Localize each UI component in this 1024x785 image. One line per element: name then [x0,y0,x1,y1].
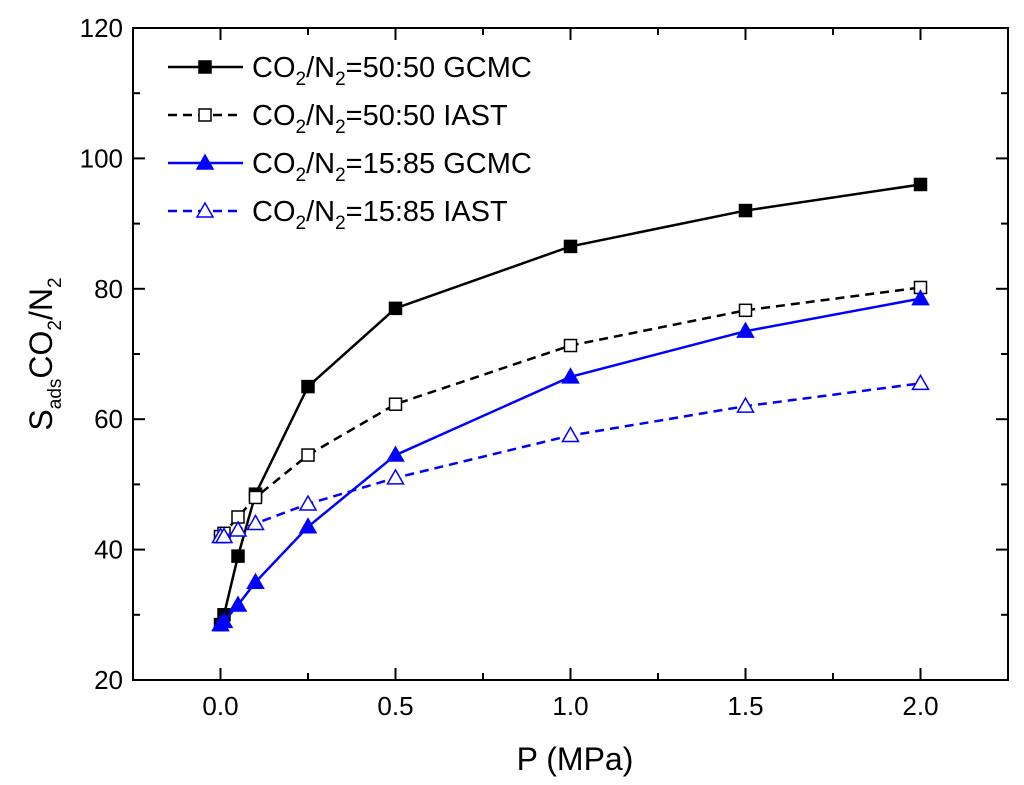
legend-label-part: CO [252,196,296,228]
y-tick-label: 20 [94,665,123,695]
legend-label-part: 2 [296,69,307,90]
legend-label-part: /N [306,196,335,228]
data-point [911,373,930,391]
axes: 0.0 0.5 1.0 1.5 2.0 20 40 60 80 100 120 [80,13,1009,721]
data-point [563,239,578,254]
data-point [301,448,315,462]
legend-label-part: =50:50 IAST [346,100,508,132]
y-tick-label: 60 [94,404,123,434]
data-point [228,595,248,612]
data-point [298,494,318,511]
legend-label-part: CO [252,148,296,180]
series-4 [211,373,930,544]
series-1 [213,177,928,632]
data-point [214,611,234,629]
series-3 [211,289,930,632]
legend-label: CO2/N2=50:50 IAST [252,100,508,138]
y-axis-label-sub3: 2 [45,277,66,288]
data-point [231,549,245,563]
data-point [561,367,580,384]
x-tick-label: 2.0 [902,691,938,721]
y-tick-label: 80 [94,274,123,304]
legend-label-part: /N [306,52,335,84]
data-point [738,203,753,218]
legend-entry-4: CO2/N2=15:85 IAST [168,196,508,234]
y-axis-label-sub2: 2 [45,320,66,331]
data-point [248,490,263,505]
legend-label-part: 2 [335,69,346,90]
data-point [246,572,265,589]
legend-label-part: 2 [296,213,307,234]
legend-label-part: CO [252,52,296,84]
legend-entry-3: CO2/N2=15:85 GCMC [168,148,532,186]
x-tick-label: 1.0 [552,691,588,721]
y-tick-label: 100 [80,143,123,173]
legend-label-part: =15:85 IAST [346,196,508,228]
legend-entry-1: CO2/N2=50:50 GCMC [168,52,532,90]
data-point [246,514,265,531]
y-axis-label-mid: CO [23,331,59,379]
legend-entry-2: CO2/N2=50:50 IAST [168,100,508,138]
y-axis-label-main: S [23,409,59,430]
legend-label: CO2/N2=15:85 IAST [252,196,508,234]
legend-label-part: =15:85 GCMC [346,148,532,180]
data-point [214,527,234,544]
y-tick-label: 40 [94,535,123,565]
series-2 [213,280,928,544]
data-point [913,177,928,192]
legend-label-part: /N [306,100,335,132]
data-point [911,289,930,306]
data-point [386,468,405,485]
legend-label-part: 2 [335,117,346,138]
y-axis-label: SadsCO2/N2 [23,277,66,430]
legend-label-part: 2 [335,165,346,186]
x-tick-label: 0.5 [377,691,413,721]
data-point [738,303,753,318]
data-point [388,301,403,316]
data-point [388,397,403,411]
legend-label-part: /N [306,148,335,180]
data-point [736,396,755,413]
y-tick-label: 120 [80,13,123,43]
legend-marker [198,108,212,122]
y-axis-label-sub1: ads [45,379,66,410]
legend-label: CO2/N2=50:50 GCMC [252,52,532,90]
x-tick-label: 1.5 [727,691,763,721]
data-point [228,520,248,537]
legend-label-part: 2 [296,117,307,138]
legend-label: CO2/N2=15:85 GCMC [252,148,532,186]
legend-marker [195,153,215,170]
legend-label-part: 2 [296,165,307,186]
series-layer [211,177,930,632]
legend-label-part: =50:50 GCMC [346,52,532,84]
data-point [563,338,578,353]
x-tick-label: 0.0 [202,691,238,721]
y-axis-label-end: /N [23,288,59,320]
x-axis-label: P (MPa) [517,741,634,777]
data-point [561,425,580,443]
legend-label-part: 2 [335,213,346,234]
data-point [301,379,315,394]
legend-marker [195,201,215,218]
legend-marker [198,60,212,74]
data-point [736,321,755,338]
data-point [386,445,405,462]
legend-label-part: CO [252,100,296,132]
data-point [298,517,318,534]
